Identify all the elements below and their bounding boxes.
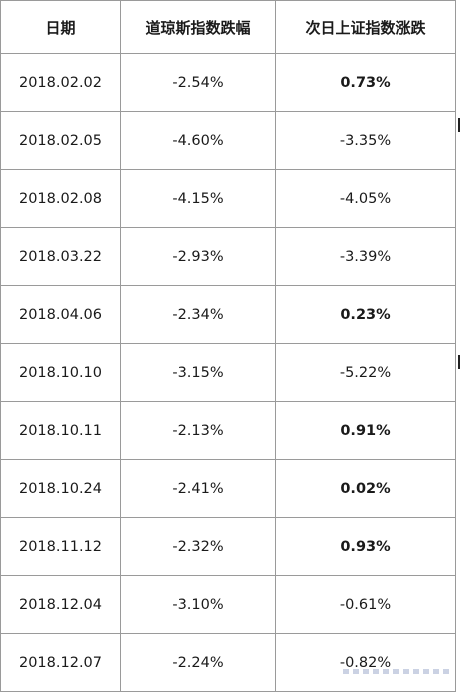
cell-dow: -2.41%: [120, 459, 276, 518]
table-row: 2018.10.24 -2.41% 0.02%: [0, 459, 456, 518]
cell-date: 2018.02.02: [0, 53, 121, 112]
cell-dow: -2.24%: [120, 633, 276, 692]
cell-date: 2018.02.05: [0, 111, 121, 170]
table-row: 2018.11.12 -2.32% 0.93%: [0, 517, 456, 576]
table-row: 2018.10.10 -3.15% -5.22%: [0, 343, 456, 402]
table-row: 2018.10.11 -2.13% 0.91%: [0, 401, 456, 460]
cell-date: 2018.10.24: [0, 459, 121, 518]
cell-date: 2018.11.12: [0, 517, 121, 576]
table-row: 2018.02.02 -2.54% 0.73%: [0, 53, 456, 112]
cell-date: 2018.04.06: [0, 285, 121, 344]
table-row: 2018.02.05 -4.60% -3.35%: [0, 111, 456, 170]
cell-shanghai: -3.39%: [275, 227, 456, 286]
cell-dow: -2.32%: [120, 517, 276, 576]
scan-edge-mark: [458, 118, 460, 132]
cell-date: 2018.02.08: [0, 169, 121, 228]
cell-dow: -4.15%: [120, 169, 276, 228]
cell-dow: -3.10%: [120, 575, 276, 634]
cell-dow: -4.60%: [120, 111, 276, 170]
table-header-row: 日期 道琼斯指数跌幅 次日上证指数涨跌: [0, 0, 456, 54]
cell-date: 2018.03.22: [0, 227, 121, 286]
cell-shanghai: -0.82%: [275, 633, 456, 692]
cell-dow: -3.15%: [120, 343, 276, 402]
cell-dow: -2.54%: [120, 53, 276, 112]
table-row: 2018.12.07 -2.24% -0.82%: [0, 633, 456, 692]
cell-dow: -2.34%: [120, 285, 276, 344]
header-next-day-shanghai: 次日上证指数涨跌: [275, 0, 456, 54]
cell-shanghai: 0.73%: [275, 53, 456, 112]
cell-shanghai: -3.35%: [275, 111, 456, 170]
cell-date: 2018.12.07: [0, 633, 121, 692]
cell-shanghai: 0.93%: [275, 517, 456, 576]
cell-shanghai: 0.23%: [275, 285, 456, 344]
table-row: 2018.04.06 -2.34% 0.23%: [0, 285, 456, 344]
cell-shanghai: -0.61%: [275, 575, 456, 634]
cell-dow: -2.13%: [120, 401, 276, 460]
cell-dow: -2.93%: [120, 227, 276, 286]
header-date: 日期: [0, 0, 121, 54]
cell-date: 2018.10.11: [0, 401, 121, 460]
cell-shanghai: -5.22%: [275, 343, 456, 402]
scan-edge-mark: [458, 355, 460, 369]
cell-date: 2018.12.04: [0, 575, 121, 634]
cell-shanghai: -4.05%: [275, 169, 456, 228]
cell-shanghai: 0.02%: [275, 459, 456, 518]
header-dow-decline: 道琼斯指数跌幅: [120, 0, 276, 54]
cell-shanghai: 0.91%: [275, 401, 456, 460]
cell-date: 2018.10.10: [0, 343, 121, 402]
table-row: 2018.03.22 -2.93% -3.39%: [0, 227, 456, 286]
watermark: [343, 669, 453, 674]
table-row: 2018.02.08 -4.15% -4.05%: [0, 169, 456, 228]
table-row: 2018.12.04 -3.10% -0.61%: [0, 575, 456, 634]
